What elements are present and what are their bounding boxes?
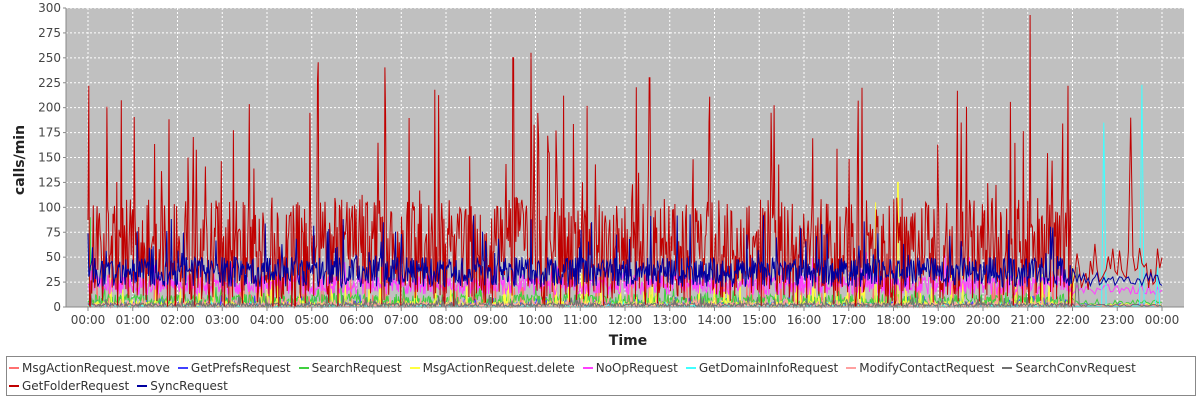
- legend-label: ModifyContactRequest: [859, 361, 995, 375]
- legend-swatch: [137, 385, 148, 387]
- y-tick-label: 300: [38, 1, 61, 15]
- x-tick-label: 21:00: [1010, 313, 1045, 327]
- x-tick-label: 15:00: [742, 313, 777, 327]
- x-tick-label: 03:00: [205, 313, 240, 327]
- y-tick-label: 75: [46, 225, 61, 239]
- legend-swatch: [9, 385, 19, 387]
- legend-item: GetFolderRequest: [9, 377, 129, 395]
- legend-label: MsgActionRequest.move: [22, 361, 170, 375]
- x-tick-label: 05:00: [294, 313, 329, 327]
- legend-item: GetDomainInfoRequest: [685, 359, 839, 377]
- legend-swatch: [177, 367, 188, 369]
- series-line: [87, 267, 1163, 309]
- chart: 0 25 50 75 100 125 150 175 200 225 250 275 300 00:00 0…: [12, 1, 1184, 349]
- x-tick-label: 02:00: [160, 313, 195, 327]
- y-tick-label: 100: [38, 200, 61, 214]
- x-tick-label: 18:00: [876, 313, 911, 327]
- y-tick-label: 175: [38, 126, 61, 140]
- x-tick-label: 00:00: [71, 313, 106, 327]
- x-axis-title: Time: [609, 333, 647, 349]
- legend-item: MsgActionRequest.move: [9, 359, 170, 377]
- x-tick-label: 16:00: [787, 313, 822, 327]
- legend-swatch: [409, 367, 420, 369]
- x-tick-label: 08:00: [429, 313, 464, 327]
- x-tick-label: 01:00: [115, 313, 150, 327]
- y-tick-label: 125: [38, 175, 61, 189]
- legend-label: SearchConvRequest: [1015, 361, 1136, 375]
- x-tick-label: 09:00: [473, 313, 508, 327]
- series-lines: [87, 14, 1163, 309]
- x-tick-label: 04:00: [250, 313, 285, 327]
- legend-swatch: [685, 367, 696, 369]
- legend-item: SearchRequest: [298, 359, 402, 377]
- legend-item: ModifyContactRequest: [846, 359, 994, 377]
- legend-item: MsgActionRequest.delete: [409, 359, 575, 377]
- y-tick-label: 25: [46, 275, 61, 289]
- legend-swatch: [582, 367, 593, 369]
- x-tick-label: 11:00: [563, 313, 598, 327]
- series-line: [87, 214, 1163, 289]
- y-axis-title: calls/min: [12, 125, 28, 195]
- legend-label: GetPrefsRequest: [190, 361, 291, 375]
- x-tick-label: 12:00: [608, 313, 643, 327]
- x-tick-label: 19:00: [921, 313, 956, 327]
- x-tick-label: 13:00: [652, 313, 687, 327]
- x-tick-label: 20:00: [966, 313, 1001, 327]
- legend-item: SearchConvRequest: [1002, 359, 1136, 377]
- legend-swatch: [846, 367, 857, 369]
- y-tick-label: 150: [38, 151, 61, 165]
- y-tick-label: 200: [38, 101, 61, 115]
- legend-label: GetDomainInfoRequest: [698, 361, 839, 375]
- legend-item: GetPrefsRequest: [177, 359, 291, 377]
- x-tick-label: 22:00: [1055, 313, 1090, 327]
- legend-label: NoOpRequest: [595, 361, 678, 375]
- legend-item: SyncRequest: [137, 377, 228, 395]
- legend-label: SearchRequest: [311, 361, 402, 375]
- x-tick-label: 23:00: [1100, 313, 1135, 327]
- x-tick-label: 00:00: [1145, 313, 1180, 327]
- legend-label: MsgActionRequest.delete: [422, 361, 575, 375]
- y-tick-label: 250: [38, 51, 61, 65]
- axes: 0 25 50 75 100 125 150 175 200 225 250 275 300 00:00 0…: [38, 1, 1184, 327]
- x-tick-label: 14:00: [697, 313, 732, 327]
- legend-label: SyncRequest: [150, 379, 228, 393]
- x-tick-label: 17:00: [831, 313, 866, 327]
- x-tick-label: 06:00: [339, 313, 374, 327]
- x-tick-label: 07:00: [384, 313, 419, 327]
- y-tick-label: 275: [38, 26, 61, 40]
- x-tick-label: 10:00: [518, 313, 553, 327]
- y-tick-label: 50: [46, 250, 61, 264]
- legend-swatch: [298, 367, 309, 369]
- legend-swatch: [9, 367, 19, 369]
- legend: MsgActionRequest.move GetPrefsRequest Sear…: [6, 356, 1196, 396]
- legend-swatch: [1002, 367, 1013, 369]
- y-tick-label: 0: [53, 300, 61, 314]
- y-tick-label: 225: [38, 76, 61, 90]
- legend-label: GetFolderRequest: [22, 379, 130, 393]
- legend-item: NoOpRequest: [582, 359, 678, 377]
